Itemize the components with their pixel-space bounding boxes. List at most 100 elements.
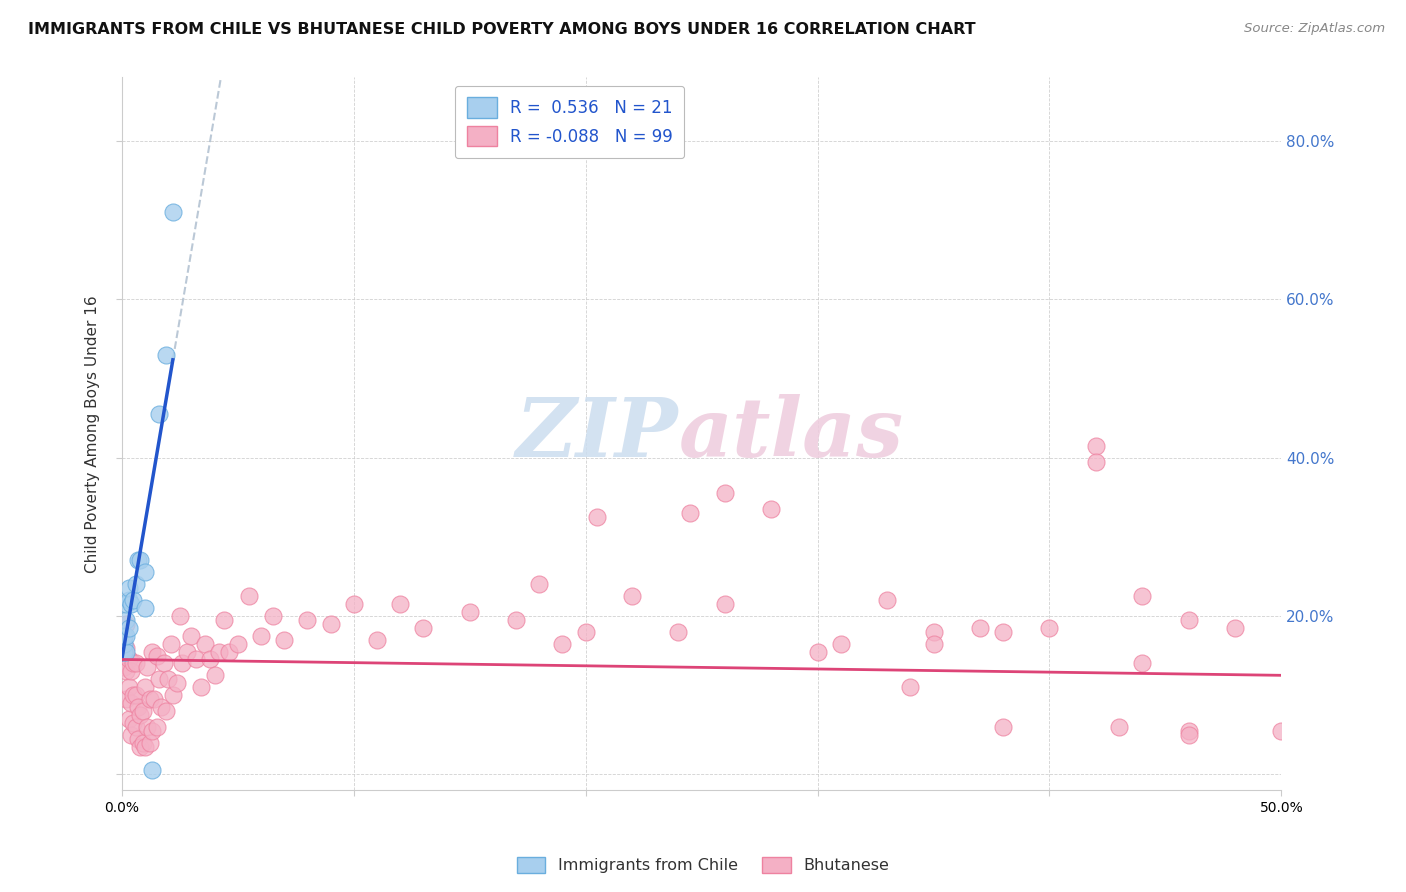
- Point: [112, 629, 135, 643]
- Point: [991, 624, 1014, 639]
- Point: [120, 728, 142, 742]
- Point: [122, 715, 145, 730]
- Point: [138, 692, 160, 706]
- Point: [668, 624, 690, 639]
- Point: [141, 764, 163, 778]
- Point: [922, 637, 945, 651]
- Point: [115, 629, 138, 643]
- Point: [141, 723, 163, 738]
- Point: [159, 637, 181, 651]
- Point: [118, 652, 141, 666]
- Point: [148, 673, 170, 687]
- Point: [115, 644, 138, 658]
- Point: [898, 680, 921, 694]
- Point: [122, 657, 145, 671]
- Point: [148, 407, 170, 421]
- Point: [120, 665, 142, 679]
- Point: [150, 700, 173, 714]
- Point: [412, 621, 434, 635]
- Point: [127, 731, 149, 746]
- Point: [155, 348, 177, 362]
- Point: [122, 593, 145, 607]
- Point: [122, 688, 145, 702]
- Point: [1270, 723, 1292, 738]
- Point: [190, 680, 212, 694]
- Point: [922, 624, 945, 639]
- Point: [343, 597, 366, 611]
- Point: [1223, 621, 1246, 635]
- Point: [127, 553, 149, 567]
- Point: [155, 704, 177, 718]
- Point: [250, 629, 273, 643]
- Point: [458, 605, 481, 619]
- Point: [551, 637, 574, 651]
- Point: [1177, 728, 1199, 742]
- Point: [118, 581, 141, 595]
- Point: [115, 597, 138, 611]
- Point: [162, 205, 184, 219]
- Point: [120, 597, 142, 611]
- Point: [115, 613, 138, 627]
- Point: [118, 680, 141, 694]
- Point: [166, 676, 188, 690]
- Point: [129, 553, 152, 567]
- Point: [1177, 613, 1199, 627]
- Point: [218, 644, 240, 658]
- Point: [131, 704, 153, 718]
- Point: [204, 668, 226, 682]
- Legend: Immigrants from Chile, Bhutanese: Immigrants from Chile, Bhutanese: [510, 850, 896, 880]
- Point: [131, 736, 153, 750]
- Point: [152, 657, 174, 671]
- Point: [297, 613, 319, 627]
- Point: [319, 616, 342, 631]
- Point: [529, 577, 551, 591]
- Point: [145, 648, 167, 663]
- Point: [714, 486, 737, 500]
- Point: [138, 736, 160, 750]
- Point: [176, 644, 198, 658]
- Point: [115, 640, 138, 655]
- Text: IMMIGRANTS FROM CHILE VS BHUTANESE CHILD POVERTY AMONG BOYS UNDER 16 CORRELATION: IMMIGRANTS FROM CHILE VS BHUTANESE CHILD…: [28, 22, 976, 37]
- Point: [134, 680, 156, 694]
- Legend: R =  0.536   N = 21, R = -0.088   N = 99: R = 0.536 N = 21, R = -0.088 N = 99: [456, 86, 685, 158]
- Point: [112, 644, 135, 658]
- Point: [125, 577, 148, 591]
- Point: [172, 657, 194, 671]
- Point: [129, 707, 152, 722]
- Point: [238, 589, 260, 603]
- Point: [115, 616, 138, 631]
- Point: [112, 629, 135, 643]
- Text: ZIP: ZIP: [516, 393, 679, 474]
- Point: [136, 660, 159, 674]
- Point: [1084, 454, 1107, 468]
- Point: [157, 673, 180, 687]
- Point: [1177, 723, 1199, 738]
- Point: [112, 644, 135, 658]
- Point: [575, 624, 598, 639]
- Point: [134, 601, 156, 615]
- Point: [125, 657, 148, 671]
- Point: [1084, 439, 1107, 453]
- Point: [169, 609, 191, 624]
- Point: [162, 688, 184, 702]
- Point: [1038, 621, 1060, 635]
- Point: [1108, 720, 1130, 734]
- Point: [112, 660, 135, 674]
- Point: [194, 637, 217, 651]
- Point: [969, 621, 991, 635]
- Point: [134, 566, 156, 580]
- Point: [129, 739, 152, 754]
- Point: [136, 720, 159, 734]
- Point: [120, 696, 142, 710]
- Point: [226, 637, 249, 651]
- Point: [505, 613, 527, 627]
- Y-axis label: Child Poverty Among Boys Under 16: Child Poverty Among Boys Under 16: [86, 295, 100, 573]
- Point: [366, 632, 388, 647]
- Point: [118, 621, 141, 635]
- Point: [125, 688, 148, 702]
- Point: [141, 644, 163, 658]
- Point: [118, 712, 141, 726]
- Point: [127, 700, 149, 714]
- Point: [759, 502, 782, 516]
- Point: [115, 692, 138, 706]
